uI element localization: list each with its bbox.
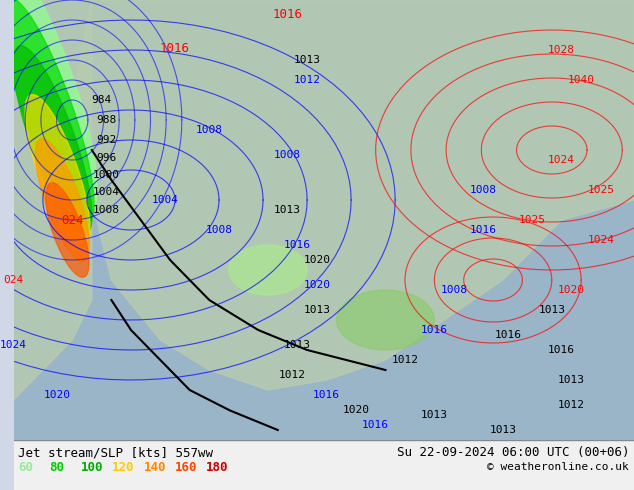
- Ellipse shape: [1, 0, 94, 223]
- Ellipse shape: [229, 245, 307, 295]
- Text: 1013: 1013: [558, 375, 585, 385]
- Text: 1012: 1012: [391, 355, 418, 365]
- Polygon shape: [13, 0, 92, 400]
- Text: 1013: 1013: [421, 410, 448, 420]
- Text: 1008: 1008: [470, 185, 497, 195]
- Text: 1024: 1024: [0, 340, 27, 350]
- Text: 1020: 1020: [558, 285, 585, 295]
- Text: 1016: 1016: [273, 8, 302, 22]
- Text: 1028: 1028: [548, 45, 575, 55]
- Text: 988: 988: [96, 115, 117, 125]
- Ellipse shape: [337, 290, 434, 350]
- Text: 1004: 1004: [152, 195, 179, 205]
- Text: 1008: 1008: [205, 225, 233, 235]
- Text: 160: 160: [175, 461, 197, 473]
- Text: 1004: 1004: [93, 187, 120, 197]
- Text: 1024: 1024: [587, 235, 614, 245]
- Ellipse shape: [25, 95, 90, 245]
- Bar: [13, 440, 634, 490]
- Text: 1020: 1020: [44, 390, 71, 400]
- Text: 1013: 1013: [304, 305, 330, 315]
- Ellipse shape: [0, 0, 97, 212]
- Text: 1013: 1013: [284, 340, 311, 350]
- Text: 1012: 1012: [279, 370, 306, 380]
- Text: 1008: 1008: [274, 150, 301, 160]
- Ellipse shape: [46, 183, 89, 277]
- Text: 1016: 1016: [495, 330, 521, 340]
- Text: 1020: 1020: [342, 405, 370, 415]
- Text: 1008: 1008: [93, 205, 120, 215]
- Text: 996: 996: [96, 153, 117, 163]
- Text: 1016: 1016: [421, 325, 448, 335]
- Text: 1013: 1013: [489, 425, 516, 435]
- Text: 1013: 1013: [294, 55, 321, 65]
- Text: 1000: 1000: [93, 170, 120, 180]
- Text: 1025: 1025: [587, 185, 614, 195]
- Text: 1013: 1013: [274, 205, 301, 215]
- Text: Su 22-09-2024 06:00 UTC (00+06): Su 22-09-2024 06:00 UTC (00+06): [397, 446, 629, 459]
- Text: 992: 992: [96, 135, 117, 145]
- Text: 1016: 1016: [362, 420, 389, 430]
- Text: 120: 120: [112, 461, 135, 473]
- Ellipse shape: [13, 46, 92, 234]
- Text: 80: 80: [49, 461, 65, 473]
- Text: 100: 100: [81, 461, 103, 473]
- Polygon shape: [72, 0, 634, 390]
- Text: 140: 140: [144, 461, 166, 473]
- Text: 1016: 1016: [470, 225, 497, 235]
- Text: 1008: 1008: [196, 125, 223, 135]
- Text: 1008: 1008: [382, 445, 409, 455]
- Text: 024: 024: [3, 275, 23, 285]
- Text: 1020: 1020: [304, 280, 330, 290]
- Bar: [13, 0, 634, 440]
- Bar: [13, 0, 634, 440]
- Text: 1016: 1016: [548, 345, 575, 355]
- Ellipse shape: [36, 139, 89, 261]
- Text: 60: 60: [18, 461, 34, 473]
- Text: 1013: 1013: [538, 305, 566, 315]
- Text: Jet stream/SLP [kts] 557ww: Jet stream/SLP [kts] 557ww: [18, 446, 214, 459]
- Text: 1040: 1040: [567, 75, 595, 85]
- Text: 1025: 1025: [519, 215, 546, 225]
- Text: 180: 180: [206, 461, 229, 473]
- Text: 1008: 1008: [441, 285, 467, 295]
- Text: 1016: 1016: [313, 390, 340, 400]
- Text: 1016: 1016: [284, 240, 311, 250]
- Text: 1012: 1012: [558, 400, 585, 410]
- Text: © weatheronline.co.uk: © weatheronline.co.uk: [488, 462, 629, 472]
- Text: 024: 024: [61, 214, 84, 226]
- Text: 1020: 1020: [304, 255, 330, 265]
- Text: 1016: 1016: [160, 42, 190, 54]
- Text: 984: 984: [91, 95, 112, 105]
- Text: 1024: 1024: [548, 155, 575, 165]
- Text: 1012: 1012: [294, 75, 321, 85]
